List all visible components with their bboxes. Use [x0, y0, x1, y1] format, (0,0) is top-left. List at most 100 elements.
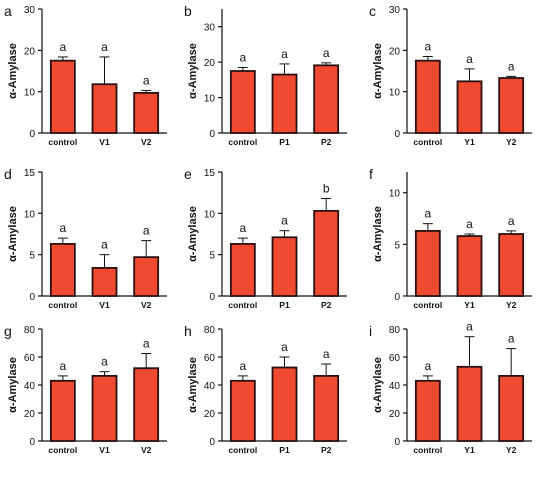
bar: [456, 235, 483, 297]
x-tick-label: P2: [321, 445, 332, 455]
significance-letter: a: [101, 238, 108, 252]
bar: [456, 80, 483, 134]
significance-letter: a: [101, 355, 108, 369]
panel-label: g: [4, 323, 12, 339]
x-tick-label: P1: [279, 137, 290, 147]
significance-letter: a: [466, 52, 473, 66]
y-tick-label: 0: [29, 292, 35, 303]
x-tick-label: V1: [99, 300, 110, 310]
significance-letter: a: [143, 73, 150, 87]
x-tick-label: control: [48, 445, 77, 455]
bar: [313, 64, 340, 134]
bar: [271, 236, 298, 297]
x-tick-label: control: [413, 445, 442, 455]
y-tick-label: 60: [24, 353, 36, 364]
bar: [313, 209, 340, 297]
y-tick-label: 10: [204, 94, 216, 105]
y-tick-label: 0: [394, 129, 400, 140]
bar: [271, 73, 298, 134]
significance-letter: a: [101, 40, 108, 54]
panel-label: c: [369, 3, 376, 19]
y-axis-label: α-Amylase: [7, 357, 19, 413]
y-tick-label: 80: [389, 325, 401, 336]
significance-letter: a: [466, 217, 473, 231]
x-tick-label: P2: [321, 300, 332, 310]
y-tick-label: 10: [24, 209, 36, 220]
bar: [91, 83, 118, 134]
significance-letter: a: [508, 214, 515, 228]
bar: [498, 233, 525, 297]
bar: [133, 367, 160, 442]
bar: [229, 70, 256, 134]
y-tick-label: 20: [24, 46, 36, 57]
y-tick-label: 0: [209, 129, 215, 140]
y-tick-label: 0: [394, 437, 400, 448]
y-tick-label: 30: [389, 5, 401, 16]
x-tick-label: Y1: [464, 445, 475, 455]
y-tick-label: 30: [24, 5, 36, 16]
y-tick-label: 20: [204, 409, 216, 420]
x-tick-label: V2: [141, 300, 152, 310]
panel-label: h: [184, 323, 192, 339]
y-axis-label: α-Amylase: [372, 206, 384, 262]
y-tick-label: 40: [204, 381, 216, 392]
significance-letter: a: [143, 224, 150, 238]
x-tick-label: control: [228, 137, 257, 147]
y-tick-label: 0: [394, 292, 400, 303]
y-axis-label: α-Amylase: [187, 206, 199, 262]
significance-letter: a: [59, 221, 66, 235]
y-tick-label: 20: [24, 409, 36, 420]
x-tick-label: Y2: [506, 300, 517, 310]
y-axis-label: α-Amylase: [187, 43, 199, 99]
bar: [313, 374, 340, 442]
significance-letter: a: [239, 50, 246, 64]
y-tick-label: 15: [24, 168, 36, 179]
y-tick-label: 80: [204, 325, 216, 336]
x-tick-label: V2: [141, 445, 152, 455]
y-tick-label: 40: [24, 381, 36, 392]
panel-label: i: [369, 323, 372, 339]
significance-letter: a: [59, 359, 66, 373]
significance-letter: a: [424, 207, 431, 221]
bar: [498, 77, 525, 134]
significance-letter: a: [281, 47, 288, 61]
y-tick-label: 10: [24, 88, 36, 99]
y-tick-label: 30: [204, 23, 216, 34]
bar: [456, 365, 483, 442]
y-tick-label: 5: [394, 240, 400, 251]
panel-g: g α-Amylase 0 20 40 60 80 a control a V1 a V2: [4, 323, 167, 455]
bar: [414, 379, 441, 442]
panel-e: e α-Amylase 0 5 10 15 a control a P1 b P2: [184, 166, 347, 310]
y-tick-label: 5: [29, 251, 35, 262]
panel-i: i α-Amylase 0 20 40 60 80 a control a Y1 a Y2: [369, 320, 532, 455]
y-tick-label: 0: [209, 292, 215, 303]
panel-c: c α-Amylase 0 10 20 30 a control a Y1 a Y2: [369, 3, 532, 147]
x-tick-label: control: [228, 445, 257, 455]
panel-label: e: [184, 166, 192, 182]
y-tick-label: 60: [389, 353, 401, 364]
bar: [229, 243, 256, 297]
bar: [133, 256, 160, 297]
panel-a: a α-Amylase 0 10 20 30 a control a V1 a V2: [4, 3, 167, 147]
y-tick-label: 80: [24, 325, 36, 336]
y-tick-label: 20: [204, 58, 216, 69]
y-tick-label: 10: [389, 88, 401, 99]
panel-b: b α-Amylase 0 10 20 30 a control a P1 a P2: [184, 3, 347, 147]
y-tick-label: 0: [29, 437, 35, 448]
x-tick-label: P2: [321, 137, 332, 147]
panel-label: d: [4, 166, 12, 182]
panel-f: f α-Amylase 0 5 10 a control a Y1 a Y2: [369, 166, 532, 310]
y-tick-label: 15: [204, 168, 216, 179]
significance-letter: a: [466, 320, 473, 334]
panel-d: d α-Amylase 0 5 10 15 a control a V1 a V2: [4, 166, 167, 310]
y-axis-label: α-Amylase: [7, 43, 19, 99]
y-tick-label: 40: [389, 381, 401, 392]
panel-label: f: [369, 166, 373, 182]
x-tick-label: control: [413, 300, 442, 310]
x-tick-label: control: [48, 300, 77, 310]
significance-letter: a: [323, 347, 330, 361]
y-tick-label: 10: [389, 189, 401, 200]
panel-label: b: [184, 3, 192, 19]
significance-letter: a: [281, 340, 288, 354]
